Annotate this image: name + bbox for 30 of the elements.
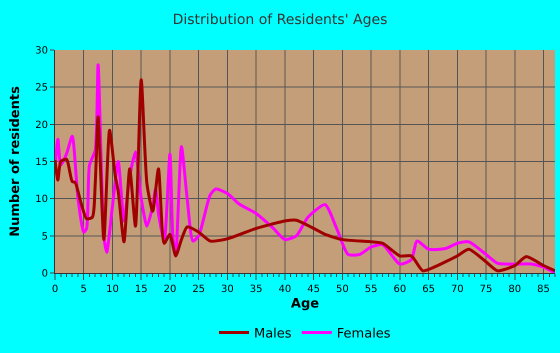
x-tick-label: 35 — [250, 284, 263, 295]
x-axis-title: Age — [290, 296, 320, 312]
x-tick-label: 55 — [364, 284, 378, 295]
x-tick-label: 75 — [480, 284, 492, 295]
legend-label: Females — [336, 326, 391, 342]
y-tick-label: 20 — [35, 120, 48, 131]
x-tick-label: 10 — [106, 284, 119, 295]
x-tick-label: 45 — [307, 284, 320, 295]
x-tick-label: 25 — [192, 284, 206, 295]
y-tick-label: 0 — [42, 268, 48, 280]
x-tick-label: 20 — [164, 284, 176, 295]
y-tick-label: 10 — [35, 194, 48, 206]
chart-title: Distribution of Residents' Ages — [172, 12, 388, 28]
x-tick-label: 50 — [336, 284, 349, 295]
x-tick-label: 70 — [450, 284, 464, 295]
x-tick-label: 30 — [221, 284, 234, 295]
x-tick-label: 60 — [393, 284, 406, 295]
x-tick-label: 5 — [80, 284, 87, 295]
y-tick-label: 30 — [35, 46, 48, 56]
y-tick-label: 5 — [42, 231, 48, 242]
x-tick-label: 80 — [508, 284, 522, 295]
legend-label: Males — [254, 326, 292, 342]
x-tick-label: 40 — [278, 284, 292, 295]
x-tick-label: 65 — [422, 284, 435, 295]
y-axis-title: Number of residents — [8, 86, 23, 237]
y-tick-label: 15 — [35, 157, 48, 168]
x-tick-label: 85 — [537, 284, 550, 295]
x-tick-label: 0 — [52, 284, 58, 295]
y-tick-label: 25 — [35, 82, 48, 94]
x-tick-label: 15 — [134, 284, 148, 295]
